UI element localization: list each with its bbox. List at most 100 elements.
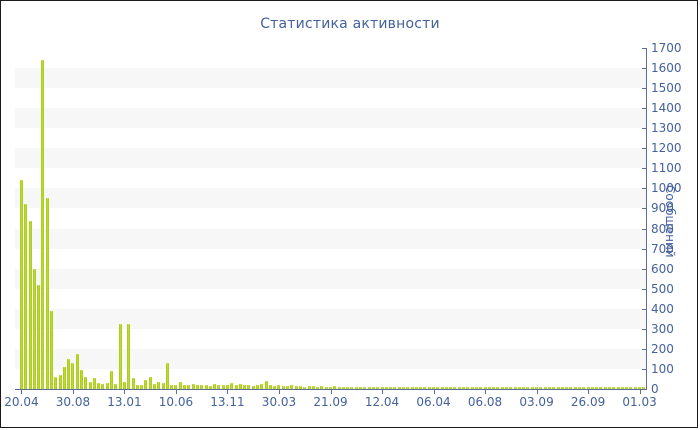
bar[interactable] xyxy=(625,387,629,389)
bar[interactable] xyxy=(393,387,397,389)
bar[interactable] xyxy=(127,323,131,389)
bar[interactable] xyxy=(556,387,560,389)
bar[interactable] xyxy=(492,387,496,389)
bar[interactable] xyxy=(191,384,195,389)
bar[interactable] xyxy=(307,385,311,389)
bar[interactable] xyxy=(135,385,139,389)
bar[interactable] xyxy=(466,387,470,389)
bar[interactable] xyxy=(401,387,405,389)
bar[interactable] xyxy=(277,385,281,389)
bar[interactable] xyxy=(118,323,122,389)
bar[interactable] xyxy=(509,387,513,389)
bar[interactable] xyxy=(389,387,393,389)
bar[interactable] xyxy=(427,387,431,389)
bar[interactable] xyxy=(414,387,418,389)
bar[interactable] xyxy=(629,387,633,389)
bar[interactable] xyxy=(462,387,466,389)
bar[interactable] xyxy=(354,386,358,389)
bar[interactable] xyxy=(603,387,607,389)
bar[interactable] xyxy=(329,387,332,389)
bar[interactable] xyxy=(286,386,290,389)
bar[interactable] xyxy=(41,60,45,389)
bar[interactable] xyxy=(105,382,109,389)
bar[interactable] xyxy=(187,385,191,389)
bar[interactable] xyxy=(221,385,225,389)
bar[interactable] xyxy=(474,387,478,389)
bar[interactable] xyxy=(114,384,118,389)
bar[interactable] xyxy=(243,385,247,389)
bar[interactable] xyxy=(376,386,380,389)
bar[interactable] xyxy=(616,387,620,389)
bar[interactable] xyxy=(582,387,586,389)
bar[interactable] xyxy=(37,284,41,389)
bar[interactable] xyxy=(273,385,277,389)
bar[interactable] xyxy=(122,381,126,389)
bar[interactable] xyxy=(75,353,79,389)
bar[interactable] xyxy=(500,387,504,389)
bar[interactable] xyxy=(256,385,260,389)
bar[interactable] xyxy=(238,384,242,389)
bar[interactable] xyxy=(535,387,539,389)
bar[interactable] xyxy=(281,385,285,389)
bar[interactable] xyxy=(298,386,302,389)
bar[interactable] xyxy=(552,387,556,389)
bar[interactable] xyxy=(483,387,487,389)
bar[interactable] xyxy=(333,386,337,389)
bar[interactable] xyxy=(638,387,642,389)
bar[interactable] xyxy=(62,366,66,389)
bar[interactable] xyxy=(213,383,217,389)
bar[interactable] xyxy=(517,387,521,389)
bar[interactable] xyxy=(350,387,354,389)
bar[interactable] xyxy=(359,387,363,389)
bar[interactable] xyxy=(311,386,315,389)
bar[interactable] xyxy=(324,386,328,389)
bar[interactable] xyxy=(67,358,71,389)
bar[interactable] xyxy=(449,387,453,389)
bar[interactable] xyxy=(341,387,345,389)
bar[interactable] xyxy=(247,385,251,389)
bar[interactable] xyxy=(45,198,49,389)
bar[interactable] xyxy=(530,387,534,389)
bar[interactable] xyxy=(19,180,23,389)
bar[interactable] xyxy=(161,382,165,389)
bar[interactable] xyxy=(633,387,637,389)
bar[interactable] xyxy=(131,377,135,389)
bar[interactable] xyxy=(230,382,234,389)
bar[interactable] xyxy=(294,385,298,389)
bar[interactable] xyxy=(423,387,427,389)
bar[interactable] xyxy=(174,384,178,389)
bar[interactable] xyxy=(178,381,182,389)
bar[interactable] xyxy=(565,387,569,389)
bar[interactable] xyxy=(251,385,255,389)
bar[interactable] xyxy=(470,387,474,389)
bar[interactable] xyxy=(642,387,646,389)
bar[interactable] xyxy=(110,370,114,389)
bar[interactable] xyxy=(234,385,238,389)
bar[interactable] xyxy=(397,387,401,389)
bar[interactable] xyxy=(599,387,603,389)
bar[interactable] xyxy=(539,387,543,389)
bar[interactable] xyxy=(573,387,577,389)
bar[interactable] xyxy=(58,374,62,389)
bar[interactable] xyxy=(577,387,581,389)
bar[interactable] xyxy=(24,204,28,389)
bar[interactable] xyxy=(337,386,341,389)
bar[interactable] xyxy=(32,268,36,389)
bar[interactable] xyxy=(153,384,156,389)
bar[interactable] xyxy=(436,387,440,389)
bar[interactable] xyxy=(165,362,169,389)
bar[interactable] xyxy=(260,383,264,389)
bar[interactable] xyxy=(560,387,564,389)
bar[interactable] xyxy=(346,386,350,389)
bar[interactable] xyxy=(303,386,307,389)
bar[interactable] xyxy=(432,387,436,389)
bar[interactable] xyxy=(54,376,58,389)
bar[interactable] xyxy=(419,387,423,389)
bar[interactable] xyxy=(543,387,547,389)
bar[interactable] xyxy=(371,387,375,389)
bar[interactable] xyxy=(170,385,174,389)
bar[interactable] xyxy=(97,382,101,389)
bar[interactable] xyxy=(200,385,204,389)
bar[interactable] xyxy=(183,385,187,389)
bar[interactable] xyxy=(444,387,448,389)
